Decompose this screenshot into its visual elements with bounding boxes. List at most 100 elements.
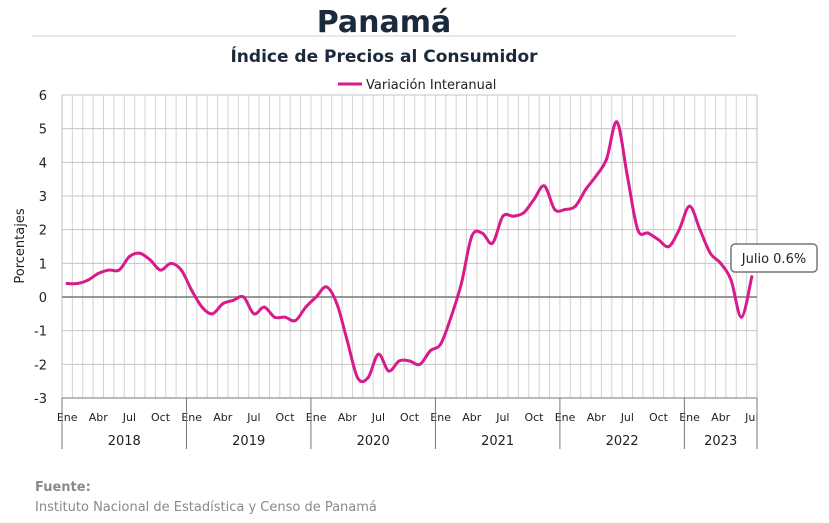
y-tick-label: 4	[39, 156, 47, 171]
y-tick-label: 2	[39, 224, 47, 239]
series-line-variacion-interanual	[65, 120, 754, 384]
x-tick-label: Ene	[430, 411, 451, 424]
annotation-callout: Julio 0.6%	[730, 243, 818, 273]
legend: Variación Interanual	[338, 78, 496, 93]
data-point	[107, 268, 111, 272]
data-point	[750, 275, 754, 279]
data-point	[231, 298, 235, 302]
y-tick-label: 5	[39, 123, 47, 138]
data-point	[262, 305, 266, 309]
chart-title: Panamá	[317, 5, 452, 40]
y-tick-label: 0	[39, 291, 47, 306]
y-tick-label: -3	[34, 392, 47, 407]
plot-frame	[61, 94, 758, 399]
data-point	[605, 157, 609, 161]
data-point	[252, 312, 256, 316]
x-tick-label: Jul	[744, 411, 758, 424]
data-point	[553, 207, 557, 211]
annotation-box	[730, 243, 818, 273]
data-point	[65, 282, 69, 286]
data-point	[501, 214, 505, 218]
data-point	[200, 305, 204, 309]
x-tick-label: Ene	[181, 411, 202, 424]
data-point	[356, 376, 360, 380]
data-point	[96, 271, 100, 275]
year-label: 2018	[108, 434, 141, 449]
y-tick-label: 6	[39, 89, 47, 104]
chart-subtitle: Índice de Precios al Consumidor	[230, 45, 538, 67]
x-tick-label: Jul	[371, 411, 385, 424]
data-point	[532, 197, 536, 201]
data-point	[646, 231, 650, 235]
data-point	[345, 339, 349, 343]
data-point	[490, 241, 494, 245]
x-axis: Ene Abr Jul Oct Ene Abr Jul Oct Ene Abr Jul Oct Ene A…	[57, 397, 758, 449]
x-tick-label: Abr	[587, 411, 607, 424]
y-axis-ticks: 6 5 4 3 2 1 0 -1 -2 -3	[34, 89, 47, 407]
x-tick-label: Abr	[213, 411, 233, 424]
data-point	[636, 228, 640, 232]
data-point	[522, 211, 526, 215]
x-tick-label: Jul	[122, 411, 136, 424]
data-point	[708, 251, 712, 255]
data-point	[449, 315, 453, 319]
y-tick-label: 3	[39, 190, 47, 205]
data-point	[729, 278, 733, 282]
data-point	[667, 245, 671, 248]
data-point	[542, 184, 546, 188]
data-point	[573, 204, 577, 208]
data-point	[688, 204, 692, 208]
source-text: Instituto Nacional de Estadística y Cens…	[35, 500, 377, 515]
x-tick-label: Oct	[151, 411, 171, 424]
data-point	[273, 315, 277, 319]
x-tick-label: Abr	[89, 411, 109, 424]
data-point	[739, 315, 743, 319]
data-point	[76, 282, 80, 286]
year-label: 2023	[704, 434, 737, 449]
data-point	[242, 295, 246, 299]
source-label: Fuente:	[35, 480, 91, 495]
y-tick-label: 1	[39, 257, 47, 272]
data-point	[117, 268, 121, 272]
data-point	[314, 295, 318, 299]
x-tick-label: Abr	[711, 411, 731, 424]
data-point	[397, 359, 401, 363]
data-point	[148, 258, 152, 262]
data-point	[366, 376, 370, 380]
data-point	[376, 352, 380, 356]
grid	[61, 94, 758, 399]
data-point	[719, 261, 723, 265]
data-point	[293, 319, 297, 323]
x-tick-label: Oct	[276, 411, 296, 424]
data-point	[304, 305, 308, 309]
data-point	[594, 174, 598, 178]
data-point	[428, 349, 432, 353]
data-point	[283, 315, 287, 319]
data-point	[169, 261, 173, 265]
x-tick-label: Oct	[649, 411, 669, 424]
year-label: 2019	[232, 434, 265, 449]
x-tick-label: Abr	[462, 411, 482, 424]
data-point	[480, 231, 484, 235]
data-point	[210, 312, 214, 316]
x-tick-label: Jul	[620, 411, 634, 424]
x-tick-label: Ene	[57, 411, 78, 424]
data-point	[511, 214, 515, 218]
data-point	[86, 278, 90, 282]
data-point	[159, 268, 163, 272]
year-label: 2020	[357, 434, 390, 449]
x-tick-label: Jul	[495, 411, 509, 424]
y-tick-label: -2	[34, 358, 47, 373]
data-point	[179, 268, 183, 272]
data-point	[190, 288, 194, 292]
x-tick-label: Oct	[400, 411, 420, 424]
data-point	[470, 234, 474, 238]
series-layer	[65, 120, 754, 384]
x-tick-label: Jul	[246, 411, 260, 424]
x-tick-label: Ene	[306, 411, 327, 424]
data-point	[408, 359, 411, 363]
data-point	[138, 251, 142, 255]
legend-label: Variación Interanual	[366, 78, 496, 93]
data-point	[677, 228, 681, 232]
data-point	[563, 207, 567, 211]
